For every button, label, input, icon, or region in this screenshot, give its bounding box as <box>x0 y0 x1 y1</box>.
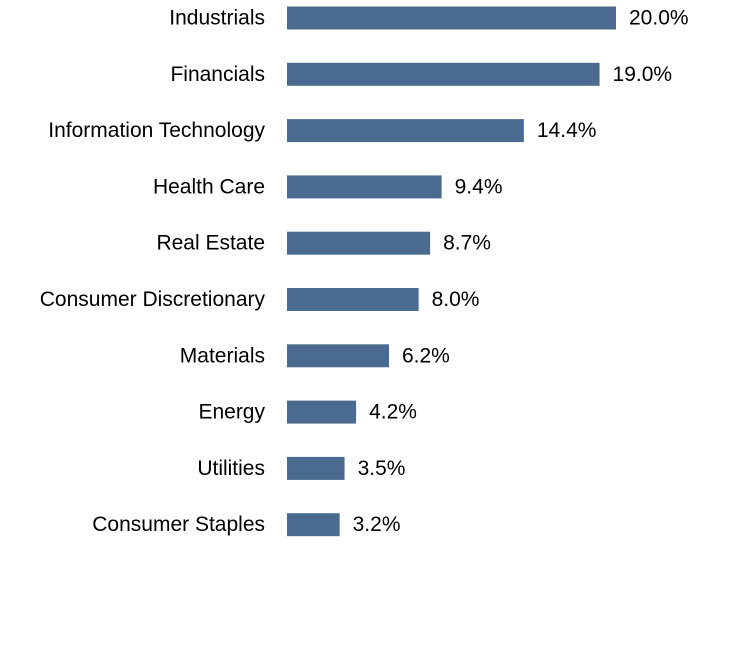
value-label-health-care: 9.4% <box>455 175 503 198</box>
bar-consumer-discretionary <box>287 288 419 311</box>
bar-financials <box>287 62 600 86</box>
bar-industrials <box>287 6 616 30</box>
category-label-utilities: Utilities <box>197 457 265 480</box>
value-label-consumer-discretionary: 8.0% <box>432 288 480 311</box>
category-label-financials: Financials <box>170 63 265 86</box>
category-label-consumer-discretionary: Consumer Discretionary <box>40 288 266 311</box>
bar-energy <box>287 400 357 424</box>
bar-health-care <box>287 175 442 199</box>
value-label-information-technology: 14.4% <box>537 119 597 142</box>
value-label-materials: 6.2% <box>402 344 450 367</box>
category-label-consumer-staples: Consumer Staples <box>92 513 265 536</box>
value-label-financials: 19.0% <box>613 63 673 86</box>
category-label-energy: Energy <box>198 401 265 424</box>
category-label-industrials: Industrials <box>169 7 265 30</box>
value-label-industrials: 20.0% <box>629 7 689 30</box>
category-label-real-estate: Real Estate <box>156 232 265 255</box>
value-label-consumer-staples: 3.2% <box>353 513 401 536</box>
bar-utilities <box>287 456 345 480</box>
value-label-real-estate: 8.7% <box>443 232 491 255</box>
category-label-health-care: Health Care <box>153 175 265 198</box>
bar-consumer-staples <box>287 513 340 537</box>
category-label-materials: Materials <box>180 344 265 367</box>
bar-materials <box>287 344 389 368</box>
bar-real-estate <box>287 231 431 255</box>
value-label-energy: 4.2% <box>369 401 417 424</box>
category-label-information-technology: Information Technology <box>48 119 265 142</box>
bar-information-technology <box>287 119 524 143</box>
value-label-utilities: 3.5% <box>358 457 406 480</box>
